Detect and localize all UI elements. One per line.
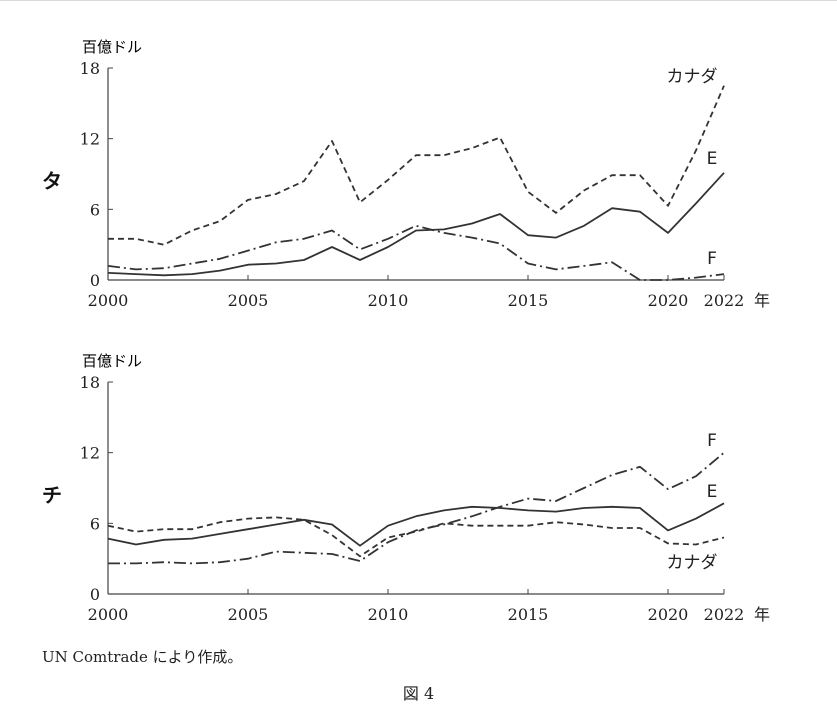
series-label: E <box>707 482 718 502</box>
y-unit-label: 百億ドル <box>82 352 142 370</box>
x-tick-label: 2020 <box>648 605 689 624</box>
series-line-f <box>108 452 725 565</box>
x-tick-label: 2022 <box>704 605 745 624</box>
panel-side-label: チ <box>42 483 62 507</box>
y-tick-label: 12 <box>80 130 100 149</box>
series-line-e <box>107 502 725 547</box>
y-tick-label: 18 <box>80 59 100 78</box>
x-unit-label: 年 <box>754 291 770 310</box>
x-tick-label: 2010 <box>368 605 409 624</box>
top-border <box>0 0 837 1</box>
series-label: E <box>707 149 718 169</box>
series-label: カナダ <box>667 67 718 87</box>
x-tick-label: 2020 <box>648 291 689 310</box>
y-tick-label: 0 <box>90 585 100 604</box>
source-note: UN Comtrade により作成。 <box>42 648 243 666</box>
y-unit-label: 百億ドル <box>82 38 142 56</box>
y-tick-label: 18 <box>80 373 100 392</box>
x-tick-label: 2000 <box>88 291 129 310</box>
panel-side-label: タ <box>42 169 62 193</box>
x-unit-label: 年 <box>754 605 770 624</box>
series-label: F <box>707 249 717 269</box>
y-tick-label: 0 <box>90 271 100 290</box>
series-line-e <box>107 172 725 277</box>
x-tick-label: 2010 <box>368 291 409 310</box>
series-label: F <box>707 431 717 451</box>
series-line-f <box>107 224 725 281</box>
y-tick-label: 12 <box>80 444 100 463</box>
y-tick-label: 6 <box>90 200 100 219</box>
x-tick-label: 2015 <box>508 605 549 624</box>
series-line-canada <box>108 85 725 246</box>
x-tick-label: 2022 <box>704 291 745 310</box>
x-tick-label: 2015 <box>508 291 549 310</box>
x-tick-label: 2005 <box>228 605 269 624</box>
x-tick-label: 2005 <box>228 291 269 310</box>
figure-caption: 図 4 <box>402 684 435 703</box>
series-label: カナダ <box>667 553 718 573</box>
x-tick-label: 2000 <box>88 605 129 624</box>
series-line-canada <box>107 516 725 558</box>
y-tick-label: 6 <box>90 514 100 533</box>
